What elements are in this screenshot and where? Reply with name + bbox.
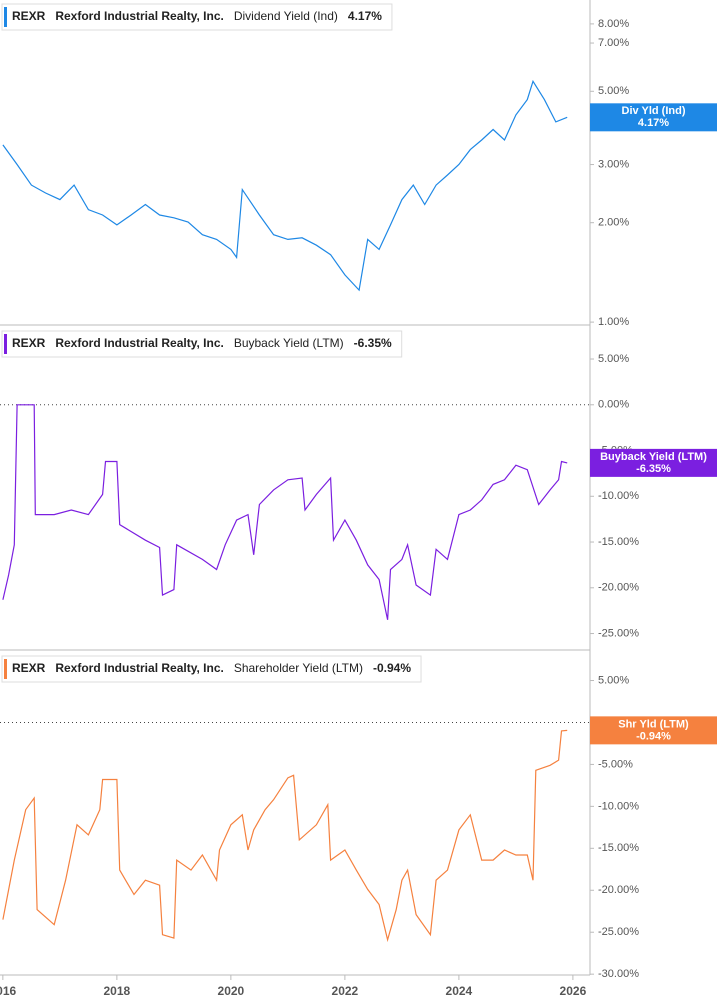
y-tick-label: 5.00%: [598, 85, 629, 97]
value-tag-value: -0.94%: [636, 730, 671, 742]
value-tag-name: Div Yld (Ind): [622, 105, 686, 117]
y-tick-label: -10.00%: [598, 800, 639, 812]
legend: REXR Rexford Industrial Realty, Inc. Buyba…: [1, 330, 403, 358]
x-tick-label: 2024: [446, 984, 473, 998]
legend-company: Rexford Industrial Realty, Inc.: [55, 661, 223, 675]
value-tag-name: Shr Yld (LTM): [618, 718, 689, 730]
x-tick-label: 2016: [0, 984, 17, 998]
legend-swatch: [4, 7, 7, 27]
y-tick-label: -10.00%: [598, 490, 639, 502]
legend-company: Rexford Industrial Realty, Inc.: [55, 336, 223, 350]
panel: 5.00%0.00%-5.00%-10.00%-15.00%-20.00%-25…: [0, 655, 717, 998]
legend-series: Shareholder Yield (LTM): [234, 661, 363, 675]
y-tick-label: 5.00%: [598, 353, 629, 365]
legend-box: [1, 330, 403, 358]
value-tag: [590, 103, 717, 132]
y-tick-label: -25.00%: [598, 627, 639, 639]
y-tick-label: 1.00%: [598, 316, 629, 328]
legend: REXR Rexford Industrial Realty, Inc. Share…: [1, 655, 422, 683]
y-tick-label: 2.00%: [598, 217, 629, 229]
value-tag-value: 4.17%: [638, 117, 669, 129]
legend-box: [1, 655, 422, 683]
panel: 5.00%0.00%-5.00%-10.00%-15.00%-20.00%-25…: [0, 330, 717, 651]
legend-ticker: REXR: [12, 336, 46, 350]
legend-swatch: [4, 659, 7, 679]
y-tick-label: -20.00%: [598, 582, 639, 594]
series-line: [2, 404, 568, 620]
value-tag-name: Buyback Yield (LTM): [600, 451, 707, 463]
legend-swatch: [4, 334, 7, 354]
y-tick-label: 8.00%: [598, 18, 629, 30]
y-tick-label: -30.00%: [598, 968, 639, 980]
y-tick-label: -15.00%: [598, 842, 639, 854]
x-tick-label: 2026: [560, 984, 587, 998]
legend-ticker: REXR: [12, 661, 46, 675]
legend-company: Rexford Industrial Realty, Inc.: [55, 9, 223, 23]
x-tick-label: 2022: [332, 984, 359, 998]
value-tag-value: -6.35%: [636, 463, 671, 475]
y-tick-label: 5.00%: [598, 674, 629, 686]
legend-value: 4.17%: [348, 9, 382, 23]
y-tick-label: -20.00%: [598, 884, 639, 896]
series-line: [2, 729, 568, 943]
y-tick-label: 3.00%: [598, 158, 629, 170]
y-tick-label: 7.00%: [598, 37, 629, 49]
panel: 8.00% 7.00% 5.00% 3.00% 2.00% 1.00% Div Yld (I…: [0, 3, 717, 328]
series-line: [2, 79, 568, 292]
legend-ticker: REXR: [12, 9, 46, 23]
x-tick-label: 2020: [218, 984, 245, 998]
legend-value: -0.94%: [373, 661, 411, 675]
legend: REXR Rexford Industrial Realty, Inc. Divid…: [1, 3, 393, 31]
value-tag: [590, 716, 717, 745]
y-tick-label: 0.00%: [598, 399, 629, 411]
x-tick-label: 2018: [104, 984, 131, 998]
legend-box: [1, 3, 393, 31]
y-tick-label: -5.00%: [598, 758, 633, 770]
legend-series: Buyback Yield (LTM): [234, 336, 344, 350]
value-tag: [590, 448, 717, 477]
y-tick-label: -25.00%: [598, 926, 639, 938]
legend-series: Dividend Yield (Ind): [234, 9, 338, 23]
y-tick-label: -15.00%: [598, 536, 639, 548]
legend-value: -6.35%: [354, 336, 392, 350]
